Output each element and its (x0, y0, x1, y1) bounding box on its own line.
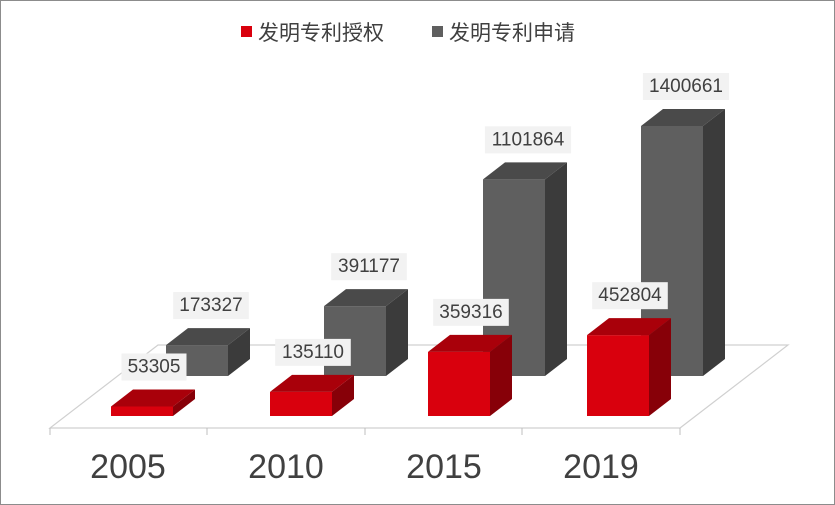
data-label-application-2005-box (173, 292, 249, 320)
data-label-application-2005-text: 173327 (179, 295, 242, 316)
bar-application-2015-side (545, 162, 567, 376)
data-label-application-2015-box (484, 126, 572, 154)
bar-grant-2010-top (270, 374, 354, 392)
data-label-application-2015: 1101864 (484, 126, 572, 154)
bar-application-2005-side (228, 328, 250, 376)
data-label-application-2010-box (331, 253, 407, 281)
bar-grant-2010-side (332, 374, 354, 416)
bar-grant-2010-front (270, 391, 332, 416)
data-label-grant-2015-box (433, 298, 509, 326)
data-labels: 173327 391177 1101864 1400661 53305 135110 359… (121, 73, 730, 381)
legend-swatch-grant (241, 26, 252, 37)
bar-grant-2015-side (490, 334, 512, 416)
data-label-application-2010: 391177 (331, 253, 407, 281)
legend-label-grant: 发明专利授权 (258, 21, 384, 45)
data-label-application-2019-box (642, 73, 730, 100)
bar-grant-2005-top (111, 389, 195, 407)
data-label-grant-2010-text: 135110 (282, 342, 344, 363)
bar-application-2005-top (166, 328, 250, 346)
bar-application-2019 (641, 109, 725, 376)
bar-grant-2010 (270, 374, 354, 416)
bar-application-2019-side (703, 109, 725, 376)
bar-application-2019-top (641, 109, 725, 126)
data-label-application-2019: 1400661 (642, 73, 730, 100)
data-label-grant-2019-text: 452804 (598, 285, 662, 306)
data-label-grant-2015-text: 359316 (439, 302, 502, 323)
data-label-grant-2010: 135110 (275, 338, 351, 366)
legend-label-application: 发明专利申请 (449, 21, 575, 45)
data-label-application-2015-text: 1101864 (492, 129, 565, 150)
data-label-grant-2005-box (121, 353, 187, 381)
x-tick-label-2010: 2010 (248, 448, 324, 486)
data-label-grant-2019: 452804 (592, 282, 668, 310)
bar-grant-2015 (428, 334, 512, 416)
bar-application-2010-top (324, 289, 408, 307)
data-label-application-2010-text: 391177 (338, 256, 400, 277)
bar-grant-2005-front (111, 406, 173, 416)
bar-application-2010-side (386, 289, 408, 376)
data-label-grant-2005: 53305 (121, 353, 187, 381)
legend: 发明专利授权 发明专利申请 (241, 21, 575, 45)
x-tick-label-2005: 2005 (90, 448, 166, 486)
bar-grant-2015-top (428, 334, 512, 352)
bar-application-2015-top (483, 162, 567, 180)
data-label-application-2019-text: 1400661 (649, 76, 723, 97)
bar-application-2015 (483, 162, 567, 376)
data-label-application-2005: 173327 (173, 292, 249, 320)
bar-application-2019-front (641, 126, 703, 376)
bar-grant-2005 (111, 389, 195, 416)
bar-application-2015-front (483, 179, 545, 376)
bar-grant-2015-front (428, 351, 490, 416)
data-label-grant-2005-text: 53305 (128, 356, 181, 377)
data-label-grant-2015: 359316 (433, 298, 509, 326)
x-axis-tick-labels: 2005 2010 2015 2019 (90, 448, 639, 486)
bar-grant-2019 (587, 318, 671, 416)
legend-swatch-application (432, 26, 443, 37)
bar-grant-2019-top (587, 318, 671, 336)
bar-grant-2019-side (649, 318, 671, 416)
x-tick-label-2015: 2015 (406, 448, 482, 486)
x-tick-label-2019: 2019 (563, 448, 639, 486)
data-label-grant-2019-box (592, 282, 668, 310)
data-label-grant-2010-box (275, 338, 351, 366)
bar-grant-2005-side (173, 389, 195, 416)
bar-grant-2019-front (587, 335, 649, 416)
